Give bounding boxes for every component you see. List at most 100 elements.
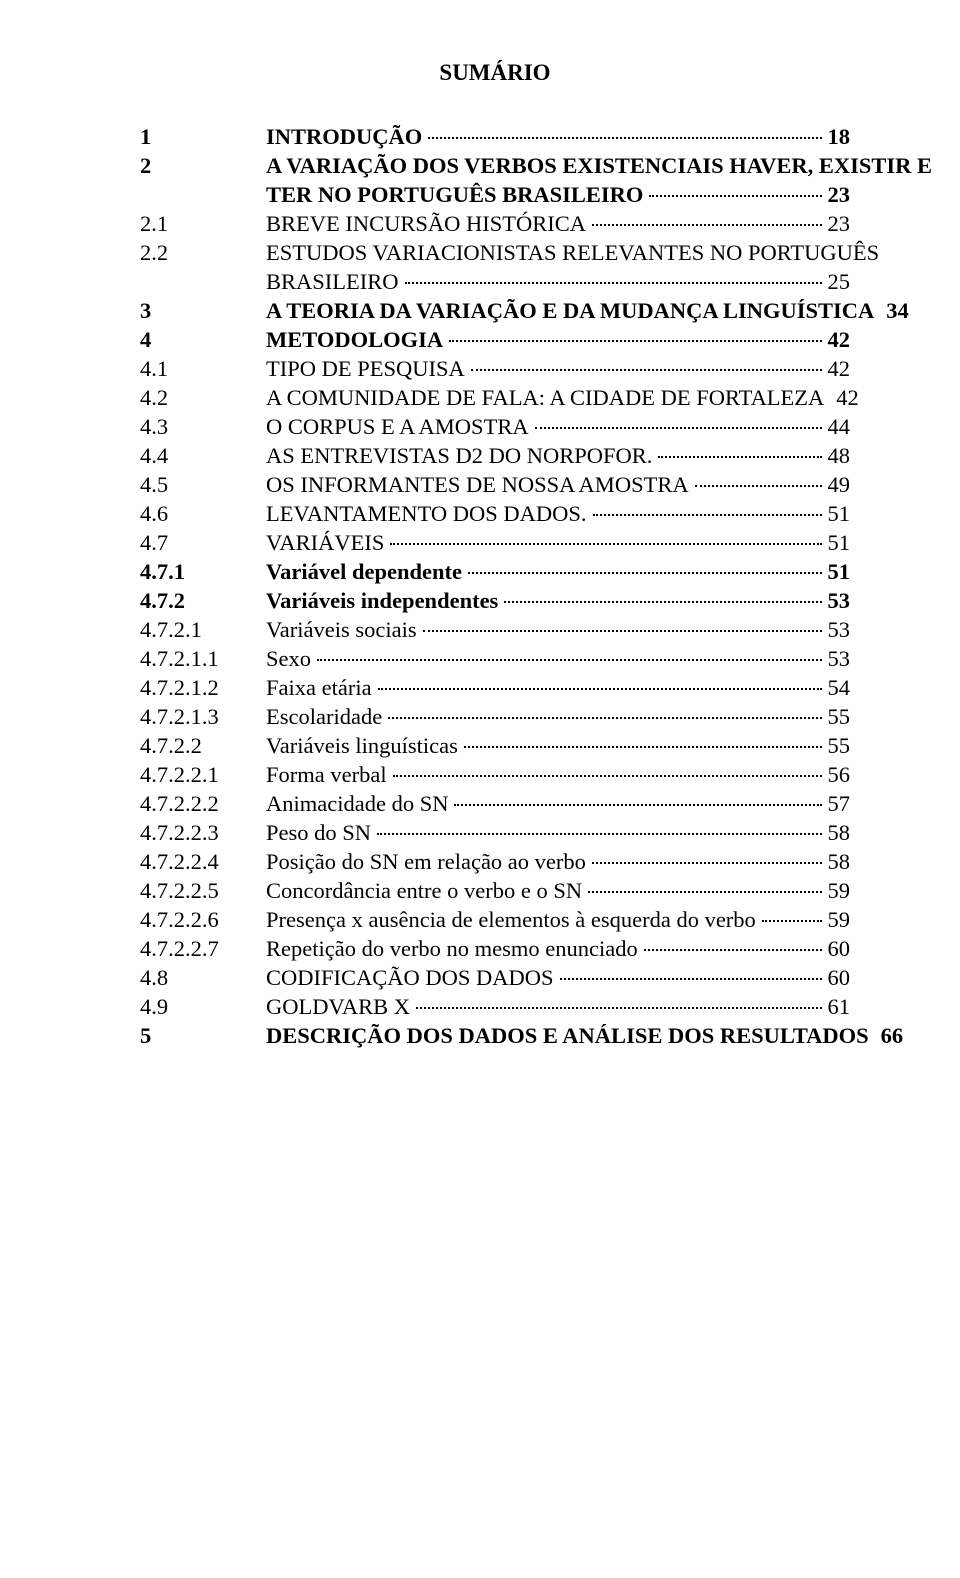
toc-page-number: 59 <box>824 909 851 932</box>
toc-label: Sexo <box>266 648 315 671</box>
toc-page-number: 18 <box>824 126 851 149</box>
toc-leader-dots <box>449 340 821 342</box>
toc-label: Variável dependente <box>266 561 466 584</box>
toc-leader-dots <box>423 630 822 632</box>
toc-page-number: 23 <box>824 184 851 207</box>
toc-leader-dots <box>658 456 821 458</box>
toc-leader-dots <box>644 949 822 951</box>
toc-number: 4.7.2.1.3 <box>140 706 266 729</box>
toc-row: 4.7.2.2.3Peso do SN58 <box>140 822 850 845</box>
toc-leader-dots <box>471 369 822 371</box>
toc-row: 4.7.2Variáveis independentes53 <box>140 590 850 613</box>
toc-page-number: 42 <box>824 358 851 381</box>
toc-page-number: 66 <box>877 1025 904 1048</box>
toc-leader-dots <box>535 427 822 429</box>
toc-row: 4.8CODIFICAÇÃO DOS DADOS 60 <box>140 967 850 990</box>
toc-page-number: 60 <box>824 938 851 961</box>
toc-row: 4.6LEVANTAMENTO DOS DADOS.51 <box>140 503 850 526</box>
toc-number: 4.7.2.2 <box>140 735 266 758</box>
toc-label: Posição do SN em relação ao verbo <box>266 851 590 874</box>
toc-label: O CORPUS E A AMOSTRA <box>266 416 533 439</box>
toc-number: 3 <box>140 300 266 323</box>
table-of-contents: 1INTRODUÇÃO182A VARIAÇÃO DOS VERBOS EXIS… <box>140 126 850 1048</box>
toc-row: 4.7.2.1.2Faixa etária54 <box>140 677 850 700</box>
toc-row: 2.1BREVE INCURSÃO HISTÓRICA23 <box>140 213 850 236</box>
toc-leader-dots <box>504 601 821 603</box>
toc-label: ESTUDOS VARIACIONISTAS RELEVANTES NO POR… <box>266 242 883 265</box>
toc-number: 4.4 <box>140 445 266 468</box>
toc-page-number: 42 <box>832 387 859 410</box>
toc-label: METODOLOGIA <box>266 329 447 352</box>
toc-leader-dots <box>468 572 821 574</box>
toc-page-number: 60 <box>824 967 851 990</box>
toc-page-number: 51 <box>824 503 851 526</box>
toc-label: Variáveis linguísticas <box>266 735 462 758</box>
toc-page-number: 53 <box>824 648 851 671</box>
toc-leader-dots <box>405 282 822 284</box>
toc-page-number: 55 <box>824 735 851 758</box>
toc-number: 4.7.2.2.2 <box>140 793 266 816</box>
toc-row: 1INTRODUÇÃO18 <box>140 126 850 149</box>
toc-label: GOLDVARB X <box>266 996 414 1019</box>
toc-number: 4.9 <box>140 996 266 1019</box>
toc-label: A VARIAÇÃO DOS VERBOS EXISTENCIAIS HAVER… <box>266 155 936 178</box>
toc-label: AS ENTREVISTAS D2 DO NORPOFOR. <box>266 445 656 468</box>
toc-label: A TEORIA DA VARIAÇÃO E DA MUDANÇA LINGUÍ… <box>266 300 878 323</box>
toc-leader-dots <box>762 920 822 922</box>
toc-leader-dots <box>393 775 822 777</box>
toc-row: 4.9GOLDVARB X61 <box>140 996 850 1019</box>
toc-number: 4.8 <box>140 967 266 990</box>
toc-label: LEVANTAMENTO DOS DADOS. <box>266 503 591 526</box>
toc-label: Escolaridade <box>266 706 386 729</box>
document-page: SUMÁRIO 1INTRODUÇÃO182A VARIAÇÃO DOS VER… <box>0 0 960 1578</box>
page-title: SUMÁRIO <box>140 60 850 86</box>
toc-row: 4METODOLOGIA42 <box>140 329 850 352</box>
toc-leader-dots <box>588 891 821 893</box>
toc-row: 4.7.2.2.2Animacidade do SN57 <box>140 793 850 816</box>
toc-leader-dots <box>464 746 822 748</box>
toc-label: BREVE INCURSÃO HISTÓRICA <box>266 213 590 236</box>
toc-page-number: 42 <box>824 329 851 352</box>
toc-row: 4.7.2.1.1Sexo53 <box>140 648 850 671</box>
toc-page-number: 53 <box>824 619 851 642</box>
toc-leader-dots <box>592 862 822 864</box>
toc-page-number: 56 <box>824 764 851 787</box>
toc-number: 2.2 <box>140 242 266 265</box>
toc-row: 4.5OS INFORMANTES DE NOSSA AMOSTRA49 <box>140 474 850 497</box>
toc-number: 2.1 <box>140 213 266 236</box>
toc-number: 4.7 <box>140 532 266 555</box>
toc-label: CODIFICAÇÃO DOS DADOS <box>266 967 558 990</box>
toc-leader-dots <box>649 195 821 197</box>
toc-leader-dots <box>377 833 821 835</box>
toc-page-number: 54 <box>824 677 851 700</box>
toc-number: 4.2 <box>140 387 266 410</box>
toc-row: 4.7.2.2.5Concordância entre o verbo e o … <box>140 880 850 903</box>
toc-number: 4.7.2 <box>140 590 266 613</box>
toc-number: 4.7.2.2.3 <box>140 822 266 845</box>
toc-number: 4.7.2.2.1 <box>140 764 266 787</box>
toc-page-number: 55 <box>824 706 851 729</box>
toc-row: TER NO PORTUGUÊS BRASILEIRO23 <box>140 184 850 207</box>
toc-leader-dots <box>428 137 821 139</box>
toc-leader-dots <box>378 688 822 690</box>
toc-number: 4.7.2.1 <box>140 619 266 642</box>
toc-label: Repetição do verbo no mesmo enunciado <box>266 938 642 961</box>
toc-row: 5DESCRIÇÃO DOS DADOS E ANÁLISE DOS RESUL… <box>140 1025 850 1048</box>
toc-page-number: 59 <box>824 880 851 903</box>
toc-leader-dots <box>593 514 822 516</box>
toc-label: OS INFORMANTES DE NOSSA AMOSTRA <box>266 474 693 497</box>
toc-leader-dots <box>454 804 821 806</box>
toc-number: 5 <box>140 1025 266 1048</box>
toc-number: 4.7.2.2.4 <box>140 851 266 874</box>
toc-row: 4.7.2.2.4Posição do SN em relação ao ver… <box>140 851 850 874</box>
toc-row: BRASILEIRO25 <box>140 271 850 294</box>
toc-page-number: 44 <box>824 416 851 439</box>
toc-number: 4.1 <box>140 358 266 381</box>
toc-row: 4.7.2.1.3Escolaridade 55 <box>140 706 850 729</box>
toc-row: 2.2ESTUDOS VARIACIONISTAS RELEVANTES NO … <box>140 242 850 265</box>
toc-row: 4.7.2.1Variáveis sociais53 <box>140 619 850 642</box>
toc-label: VARIÁVEIS <box>266 532 388 555</box>
toc-label: Peso do SN <box>266 822 375 845</box>
toc-number: 1 <box>140 126 266 149</box>
toc-row: 3A TEORIA DA VARIAÇÃO E DA MUDANÇA LINGU… <box>140 300 850 323</box>
